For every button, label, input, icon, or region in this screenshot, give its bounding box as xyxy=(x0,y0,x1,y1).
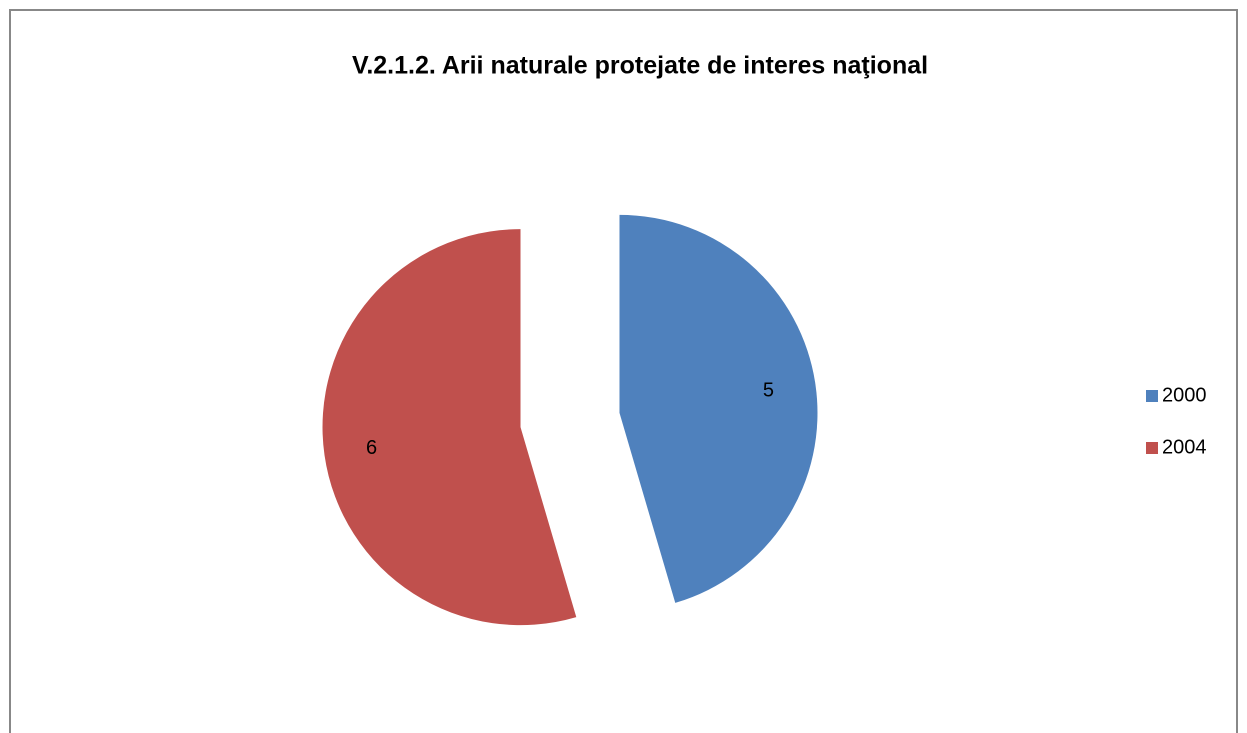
chart-title: V.2.1.2. Arii naturale protejate de inte… xyxy=(352,52,928,80)
data-label: 5 xyxy=(763,380,774,402)
pie-slice xyxy=(322,229,577,626)
legend-label: 2000 xyxy=(1162,384,1207,406)
legend-swatch xyxy=(1146,442,1158,454)
data-label: 6 xyxy=(366,437,377,459)
legend-label: 2004 xyxy=(1162,436,1207,458)
pie-slice xyxy=(619,214,818,603)
legend-swatch xyxy=(1146,390,1158,402)
